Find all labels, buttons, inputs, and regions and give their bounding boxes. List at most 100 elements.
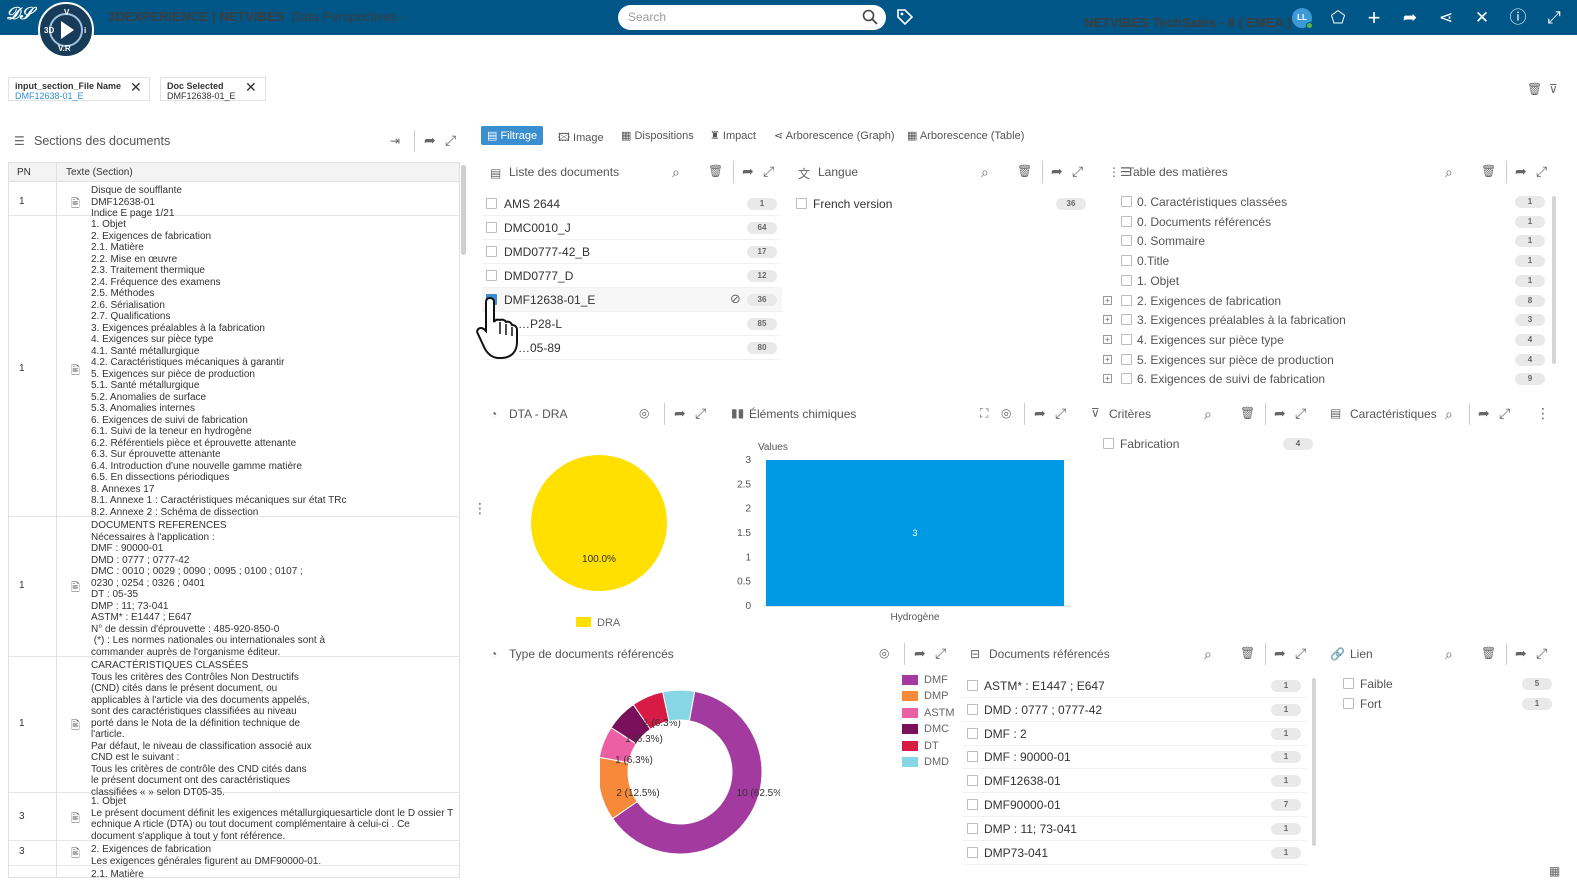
search-icon[interactable]: ⌕ — [1445, 164, 1453, 180]
maximize-icon[interactable]: ⤢ — [445, 132, 457, 148]
toc-item[interactable]: +5. Exigences sur pièce de production 4 — [1100, 350, 1545, 370]
list-item[interactable]: AMS 2644 1 — [482, 192, 782, 216]
checkbox[interactable] — [1121, 196, 1132, 207]
checkbox[interactable] — [967, 680, 978, 691]
checkbox[interactable] — [1121, 274, 1132, 286]
expand-icon[interactable]: + — [1103, 295, 1112, 305]
trash-icon[interactable]: 🗑 — [1240, 406, 1256, 420]
list-item[interactable]: Faible 5 — [1340, 674, 1560, 694]
checkbox[interactable] — [1121, 353, 1132, 365]
maximize-icon[interactable]: ⤢ — [695, 405, 707, 421]
expand-icon[interactable]: + — [1103, 374, 1112, 384]
search-icon[interactable]: ⌕ — [1445, 406, 1453, 422]
checkbox[interactable] — [967, 822, 978, 834]
legend-item[interactable]: DMP — [902, 690, 948, 702]
scrollbar[interactable] — [1552, 196, 1556, 364]
checkbox[interactable] — [1343, 698, 1354, 709]
table-row[interactable]: 1 🖹 Disque de soufflante DMF12638-01 Ind… — [9, 183, 459, 219]
search-icon[interactable]: ⌕ — [1204, 406, 1212, 422]
legend-label[interactable]: DRA — [597, 617, 621, 629]
hide-icon[interactable]: ◎ — [1001, 406, 1012, 420]
dta-dra-pie-chart[interactable]: 100.0% DRA — [520, 440, 680, 640]
donut-slice[interactable] — [611, 690, 763, 855]
add-icon[interactable]: + — [1367, 5, 1381, 30]
search-icon[interactable] — [862, 9, 878, 25]
share-icon[interactable]: ➦ — [1478, 405, 1490, 421]
tab-impact[interactable]: ♜ Impact — [710, 130, 756, 142]
tab-arborescence-table[interactable]: ▦ Arborescence (Table) — [907, 130, 1025, 142]
tools-icon[interactable]: ✕ — [1474, 8, 1490, 27]
checkbox[interactable] — [486, 222, 497, 233]
list-item[interactable]: DMP73-041 1 — [962, 841, 1307, 865]
table-row[interactable]: 1 🖹 CARACTÉRISTIQUES CLASSÉES Tous les c… — [9, 658, 459, 798]
table-row[interactable]: 2.1. Matière — [9, 867, 459, 877]
trash-icon[interactable]: 🗑 — [1527, 82, 1543, 96]
bar[interactable] — [766, 460, 1064, 606]
table-row[interactable]: 3 🖹 2. Exigences de fabrication Les exig… — [9, 842, 459, 867]
resize-handle-icon[interactable]: ⋮ — [473, 500, 487, 516]
share-icon[interactable]: ➦ — [1034, 405, 1046, 421]
list-item-selected[interactable]: DMF12638-01_E ⊘ 36 — [482, 288, 782, 312]
scrollbar[interactable] — [461, 165, 466, 255]
maximize-icon[interactable]: ⤢ — [1072, 163, 1084, 179]
fit-icon[interactable]: ⛶ — [980, 406, 989, 420]
toc-item[interactable]: 0. Sommaire 1 — [1100, 231, 1545, 251]
close-icon[interactable]: ✕ — [130, 79, 142, 95]
toc-item[interactable]: +4. Exigences sur pièce type 4 — [1100, 330, 1545, 350]
maximize-icon[interactable]: ⤢ — [1536, 645, 1548, 661]
maximize-icon[interactable]: ⤢ — [763, 163, 775, 179]
search-icon[interactable]: ⌕ — [1204, 646, 1212, 662]
share-icon[interactable]: ➦ — [674, 405, 686, 421]
table-row[interactable]: 3 🖹 1. Objet Le présent document définit… — [9, 794, 459, 842]
legend-item[interactable]: DMF — [902, 674, 948, 686]
checkbox[interactable] — [796, 198, 807, 209]
share-icon[interactable]: ➦ — [1402, 8, 1418, 27]
filter-chip-doc-selected[interactable]: Doc Selected DMF12638-01_E ✕ — [160, 77, 266, 101]
toc-item[interactable]: 0. Caractéristiques classées 1 — [1100, 192, 1545, 212]
clear-filters-icon[interactable]: ⊽ — [1549, 82, 1558, 96]
list-item[interactable]: Fabrication 4 — [1100, 434, 1320, 454]
toc-item[interactable]: +6. Exigences de suivi de fabrication 9 — [1100, 369, 1545, 389]
maximize-icon[interactable]: ⤢ — [1055, 405, 1067, 421]
list-item[interactable]: DMD : 0777 ; 0777-42 1 — [962, 698, 1307, 722]
checkbox[interactable] — [486, 198, 497, 209]
search-icon[interactable]: ⌕ — [672, 164, 680, 180]
table-row[interactable]: 1 🖹 1. Objet 2. Exigences de fabrication… — [9, 217, 459, 518]
checkbox[interactable] — [967, 727, 978, 739]
filter-chip-file-name[interactable]: input_section_File Name DMF12638-01_E ✕ — [8, 77, 150, 101]
toc-item[interactable]: 0.Title 1 — [1100, 251, 1545, 271]
scrollbar[interactable] — [1312, 678, 1316, 846]
exclude-icon[interactable]: ⊘ — [730, 291, 741, 306]
checkbox[interactable] — [1121, 333, 1132, 345]
tag-icon[interactable] — [895, 7, 915, 27]
tenant-name[interactable]: NETVIBES TechSales - 8 ( EMEA ) — [1084, 15, 1292, 30]
toc-item[interactable]: +2. Exigences de fabrication 8 — [1100, 291, 1545, 311]
donut-slice[interactable] — [662, 690, 696, 722]
export-icon[interactable]: ⇥ — [390, 134, 401, 148]
list-item[interactable]: DMF90000-01 7 — [962, 793, 1307, 817]
legend-item[interactable]: ASTM — [902, 707, 955, 719]
avatar[interactable]: LL — [1292, 8, 1313, 29]
maximize-icon[interactable]: ⤢ — [1295, 645, 1307, 661]
checkbox[interactable] — [967, 775, 978, 787]
trash-icon[interactable]: 🗑 — [1481, 646, 1497, 660]
donut-slice[interactable] — [600, 756, 638, 820]
column-header-pn[interactable]: PN — [17, 167, 31, 178]
list-item[interactable]: ASTM* : E1447 ; E647 1 — [962, 674, 1307, 698]
list-item[interactable]: DMF12638-01 1 — [962, 769, 1307, 794]
legend-item[interactable]: DMD — [902, 756, 949, 768]
checkbox[interactable] — [967, 846, 978, 858]
maximize-icon[interactable]: ⤢ — [1536, 163, 1548, 179]
elements-bar-chart[interactable]: Values 0 0.5 1 1.5 2 2.5 3 3 Hydrogène — [730, 438, 1080, 628]
tab-image[interactable]: 🖾 Image — [558, 132, 604, 144]
maximize-icon[interactable]: ⤢ — [935, 645, 947, 661]
toc-item[interactable]: 0. Documents référencés 1 — [1100, 212, 1545, 232]
checkbox[interactable] — [967, 703, 978, 715]
trash-icon[interactable]: 🗑 — [1481, 164, 1497, 178]
search-icon[interactable]: ⌕ — [1445, 646, 1453, 662]
checkbox[interactable] — [1121, 373, 1132, 385]
share-icon[interactable]: ➦ — [1515, 645, 1527, 661]
checkbox[interactable] — [1121, 255, 1132, 267]
expand-icon[interactable]: + — [1103, 354, 1112, 364]
checkbox[interactable] — [1121, 215, 1132, 227]
